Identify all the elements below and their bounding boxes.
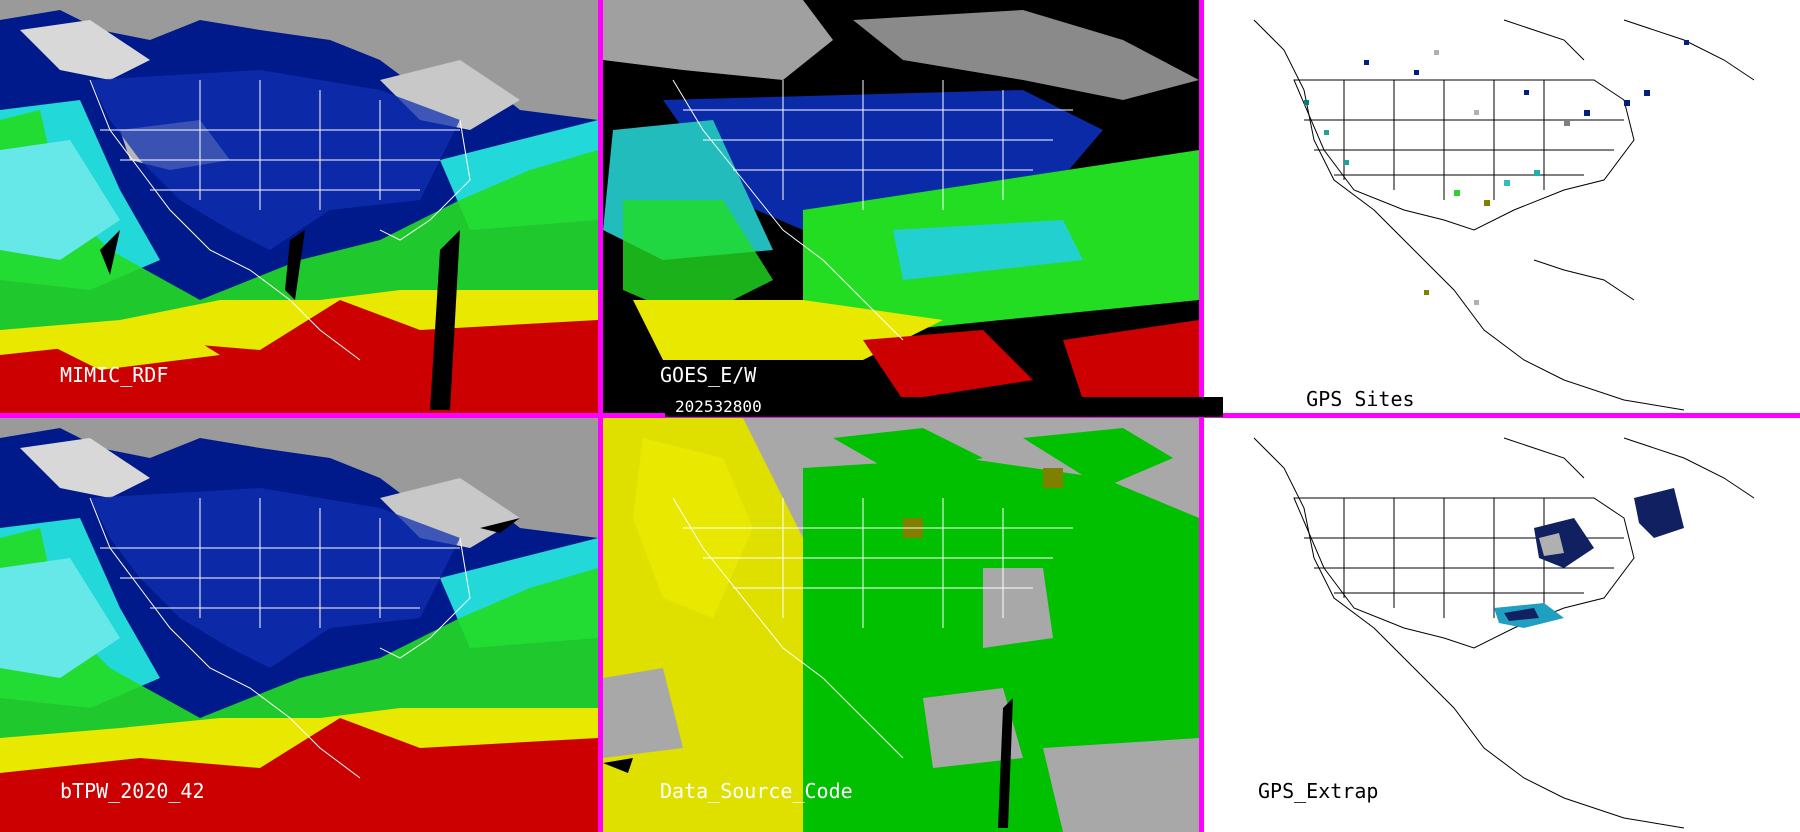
panel-btpw: bTPW_2020_42 bbox=[0, 418, 598, 832]
gps-sites-map bbox=[1204, 0, 1800, 413]
gps-extrap-map bbox=[1204, 418, 1800, 832]
panel-gps-extrap: GPS_Extrap bbox=[1204, 418, 1800, 832]
panel-label: Data_Source_Code bbox=[660, 779, 853, 803]
gps-site-count: 176 bbox=[1346, 411, 1382, 413]
timestamp-bar: 202532800 bbox=[665, 397, 1223, 417]
panel-label: bTPW_2020_42 bbox=[60, 779, 205, 803]
panel-data-source-code: Data_Source_Code bbox=[603, 418, 1199, 832]
tpw-map-mimic bbox=[0, 0, 598, 413]
panel-label: GOES_E/W bbox=[660, 363, 757, 387]
tpw-map-btpw bbox=[0, 418, 598, 832]
panel-mimic-rdf: MIMIC_RDF bbox=[0, 0, 598, 413]
panel-label: MIMIC_RDF bbox=[60, 363, 169, 387]
panel-label: GPS_Extrap bbox=[1258, 779, 1379, 803]
panel-gps-sites: GPS Sites 176 bbox=[1204, 0, 1800, 413]
tpw-map-goes bbox=[603, 0, 1199, 413]
panel-goes-ew: GOES_E/W bbox=[603, 0, 1199, 413]
gps-site-markers bbox=[1304, 40, 1689, 305]
data-source-map bbox=[603, 418, 1199, 832]
panel-label: GPS Sites bbox=[1306, 387, 1415, 411]
